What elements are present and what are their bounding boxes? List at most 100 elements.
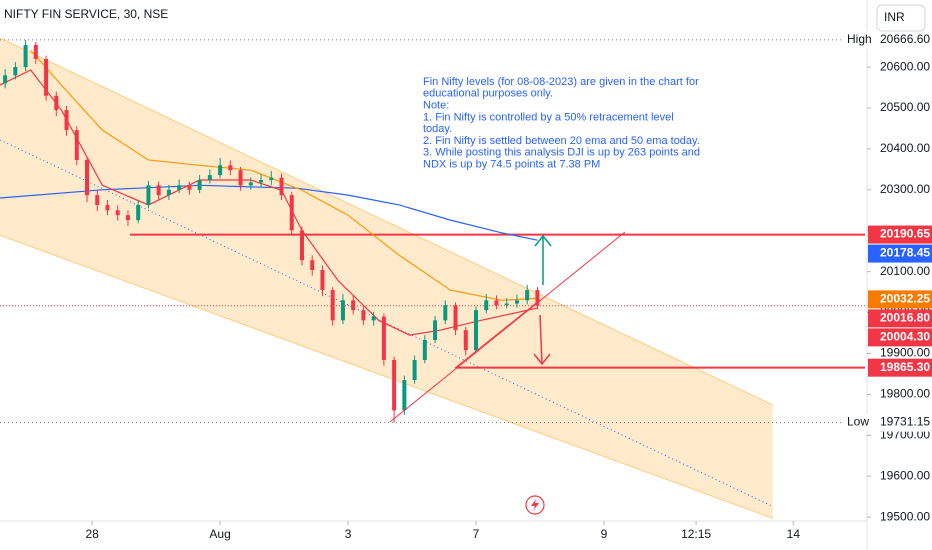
y-tick-label: 19600.00 — [880, 468, 930, 482]
candle-body — [443, 305, 448, 321]
price-label-bg — [868, 225, 932, 244]
y-tick-label: 20600.00 — [880, 59, 930, 73]
price-label: 19865.30 — [880, 360, 930, 374]
high-name-bg — [842, 30, 872, 49]
down-arrow-head — [533, 353, 551, 366]
price-label-bg — [868, 328, 932, 347]
x-tick-label: 14 — [787, 527, 801, 541]
currency-button[interactable] — [876, 4, 926, 32]
title-bg — [0, 4, 184, 26]
y-tick-label: 20500.00 — [880, 100, 930, 114]
price-label: 20190.65 — [880, 227, 930, 241]
candle-body — [23, 45, 28, 68]
candle-body — [330, 290, 335, 321]
candle-body — [320, 270, 325, 291]
candle-body — [238, 170, 243, 186]
candle-body — [525, 290, 530, 301]
up-arrow-head — [534, 234, 552, 247]
candle-body — [105, 204, 110, 211]
candle-body — [136, 204, 141, 221]
price-label-bg — [868, 290, 932, 309]
note-line: educational purposes only. — [423, 88, 553, 100]
high-value: 20666.60 — [880, 32, 930, 46]
price-label: 20016.80 — [880, 311, 930, 325]
candle-body — [474, 310, 479, 351]
candle-body — [289, 195, 294, 231]
candle-body — [514, 300, 519, 304]
candle-body — [85, 159, 90, 196]
channel-edge — [0, 37, 774, 406]
price-label: 20032.25 — [880, 292, 930, 306]
candle-body — [310, 260, 315, 271]
candle-body — [218, 165, 223, 176]
candle-body — [453, 305, 458, 331]
price-label-bg — [868, 358, 932, 377]
chart-title: NIFTY FIN SERVICE, 30, NSE — [4, 7, 168, 21]
candle-body — [207, 175, 212, 181]
candle-body — [371, 316, 376, 321]
trend-line — [389, 231, 626, 423]
note-line: NDX is up by 74.5 points at 7.38 PM — [423, 159, 600, 171]
x-tick-label: 28 — [85, 527, 99, 541]
candle-body — [535, 290, 540, 306]
candle-body — [197, 180, 202, 190]
y-tick-label: 19900.00 — [880, 346, 930, 360]
candle-body — [299, 230, 304, 261]
candle-body — [44, 58, 49, 96]
low-value-bg — [872, 413, 932, 432]
x-tick-label: 9 — [601, 527, 608, 541]
candle-body — [351, 300, 356, 311]
x-tick-label: 12:15 — [681, 527, 711, 541]
moving-average — [0, 184, 538, 241]
candle-body — [361, 310, 366, 321]
candle-body — [33, 45, 38, 59]
candle-body — [412, 360, 417, 381]
candle-body — [3, 75, 8, 84]
channel-fill — [0, 38, 773, 519]
candle-body — [95, 195, 100, 205]
candle-body — [381, 316, 386, 361]
moving-average — [30, 49, 538, 301]
high-name: High — [847, 32, 872, 46]
channel-edge — [0, 234, 774, 519]
x-tick-label: 7 — [473, 527, 480, 541]
candle-body — [248, 182, 253, 186]
candle-body — [279, 177, 284, 196]
axes: 19500.0019600.0019700.0019800.0019900.00… — [85, 30, 932, 541]
y-tick-label: 20300.00 — [880, 182, 930, 196]
x-tick-label: 3 — [345, 527, 352, 541]
high-value-bg — [872, 30, 932, 49]
low-name-bg — [842, 413, 872, 432]
candle-body — [433, 320, 438, 340]
candle-body — [74, 130, 79, 160]
note-line: 3. While posting this analysis DJI is up… — [423, 147, 700, 159]
low-value: 19731.15 — [880, 415, 930, 429]
candle-body — [146, 185, 151, 205]
candle-body — [125, 215, 130, 221]
candle-body — [484, 300, 489, 311]
note: Fin Nifty levels (for 08-08-2023) are gi… — [423, 76, 700, 171]
note-line: 2. Fin Nifty is settled between 20 ema a… — [423, 135, 700, 147]
event-icon-bolt — [531, 499, 539, 511]
down-arrow — [539, 314, 543, 365]
candle-body — [156, 185, 161, 196]
y-tick-label: 20100.00 — [880, 264, 930, 278]
currency-label: INR — [884, 10, 905, 24]
candle-body — [269, 177, 274, 181]
candle-body — [340, 300, 345, 321]
candle-body — [166, 189, 171, 196]
note-line: today. — [423, 123, 452, 135]
price-label: 20178.45 — [880, 246, 930, 260]
y-tick-label: 19500.00 — [880, 509, 930, 523]
price-label-bg — [868, 244, 932, 263]
candle-body — [64, 110, 69, 131]
y-tick-label: 19800.00 — [880, 387, 930, 401]
candle-body — [422, 339, 427, 361]
candle-body — [187, 185, 192, 190]
candle-body — [494, 300, 499, 306]
candle-body — [115, 210, 120, 216]
price-label-bg — [868, 309, 932, 328]
drawings — [389, 231, 626, 515]
